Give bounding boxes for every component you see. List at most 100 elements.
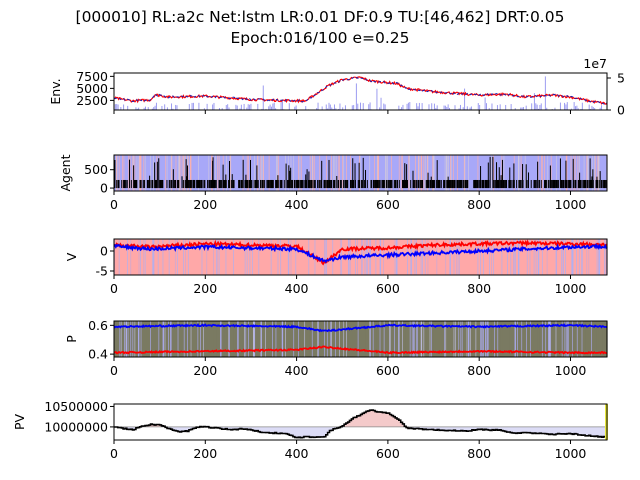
action-strip	[586, 155, 588, 191]
action-strip	[357, 155, 359, 191]
value-strip	[198, 239, 200, 275]
value-strip	[115, 239, 117, 275]
x-tick-label: 0	[110, 197, 118, 212]
policy-strip	[601, 321, 603, 357]
value-strip	[290, 239, 292, 275]
value-strip	[370, 239, 373, 275]
action-strip	[296, 155, 299, 191]
policy-strip	[400, 321, 403, 357]
action-strip	[170, 155, 172, 191]
policy-strip	[260, 321, 262, 357]
value-strip	[499, 239, 501, 275]
value-strip	[385, 239, 387, 275]
policy-strip	[198, 321, 200, 357]
action-strip	[434, 155, 436, 191]
policy-strip	[200, 321, 202, 357]
policy-strip	[585, 321, 588, 357]
policy-strip	[459, 321, 461, 357]
policy-strip	[406, 321, 408, 357]
policy-strip	[255, 321, 258, 357]
value-strip	[417, 239, 419, 275]
action-strip	[273, 155, 275, 191]
policy-strip	[383, 321, 386, 357]
value-strip	[548, 239, 550, 275]
value-strip	[116, 239, 119, 275]
value-strip	[229, 239, 231, 275]
action-strip	[130, 155, 132, 191]
action-strip	[307, 155, 309, 191]
value-strip	[541, 239, 544, 275]
action-strip	[307, 155, 309, 191]
value-strip	[421, 239, 423, 275]
policy-strip	[500, 321, 502, 357]
action-strip	[296, 155, 298, 191]
value-strip	[147, 239, 149, 275]
action-strip	[268, 155, 270, 191]
action-strip	[396, 155, 398, 191]
value-strip	[329, 239, 331, 275]
value-strip	[472, 239, 474, 275]
value-strip	[554, 239, 557, 275]
action-strip	[384, 155, 386, 191]
policy-strip	[593, 321, 595, 357]
action-strip	[119, 155, 121, 191]
action-strip	[485, 155, 487, 191]
policy-strip	[166, 321, 169, 357]
policy-strip	[205, 321, 207, 357]
action-strip	[339, 155, 341, 191]
policy-strip	[225, 321, 227, 357]
policy-strip	[452, 321, 455, 357]
value-strip	[128, 239, 130, 275]
action-strip	[331, 155, 333, 191]
value-strip	[308, 239, 310, 275]
action-strip	[311, 155, 313, 191]
policy-strip	[514, 321, 516, 357]
value-strip	[544, 239, 546, 275]
action-strip	[433, 155, 435, 191]
policy-strip	[509, 321, 512, 357]
policy-strip	[550, 321, 552, 357]
policy-strip	[427, 321, 429, 357]
policy-strip	[275, 321, 277, 357]
value-strip	[280, 239, 282, 275]
action-strip	[192, 155, 194, 191]
y-tick-label: 0.4	[88, 347, 108, 362]
value-strip	[559, 239, 561, 275]
policy-strip	[596, 321, 599, 357]
value-strip	[542, 239, 544, 275]
value-strip	[216, 239, 218, 275]
value-strip	[230, 239, 232, 275]
policy-strip	[455, 321, 457, 357]
policy-strip	[600, 321, 602, 357]
action-strip	[294, 155, 296, 191]
value-strip	[384, 239, 386, 275]
action-strip	[368, 155, 370, 191]
policy-strip	[165, 321, 167, 357]
action-strip	[373, 155, 375, 191]
action-strip	[600, 155, 602, 191]
action-strip	[583, 155, 585, 191]
action-strip	[159, 155, 162, 191]
policy-strip	[150, 321, 153, 357]
action-strip	[233, 155, 235, 191]
action-strip	[242, 155, 244, 191]
action-strip	[260, 155, 262, 191]
value-strip	[500, 239, 503, 275]
policy-strip	[307, 321, 310, 357]
action-strip	[292, 155, 294, 191]
value-strip	[377, 239, 379, 275]
value-strip	[246, 239, 249, 275]
policy-strip	[482, 321, 484, 357]
action-strip	[274, 155, 276, 191]
value-strip	[124, 239, 126, 275]
policy-strip	[315, 321, 318, 357]
value-strip	[215, 239, 217, 275]
policy-strip	[246, 321, 249, 357]
action-strip	[184, 155, 186, 191]
value-strip	[173, 239, 175, 275]
policy-strip	[496, 321, 499, 357]
value-strip	[139, 239, 141, 275]
value-strip	[140, 239, 142, 275]
value-strip	[534, 239, 536, 275]
policy-strip	[370, 321, 372, 357]
